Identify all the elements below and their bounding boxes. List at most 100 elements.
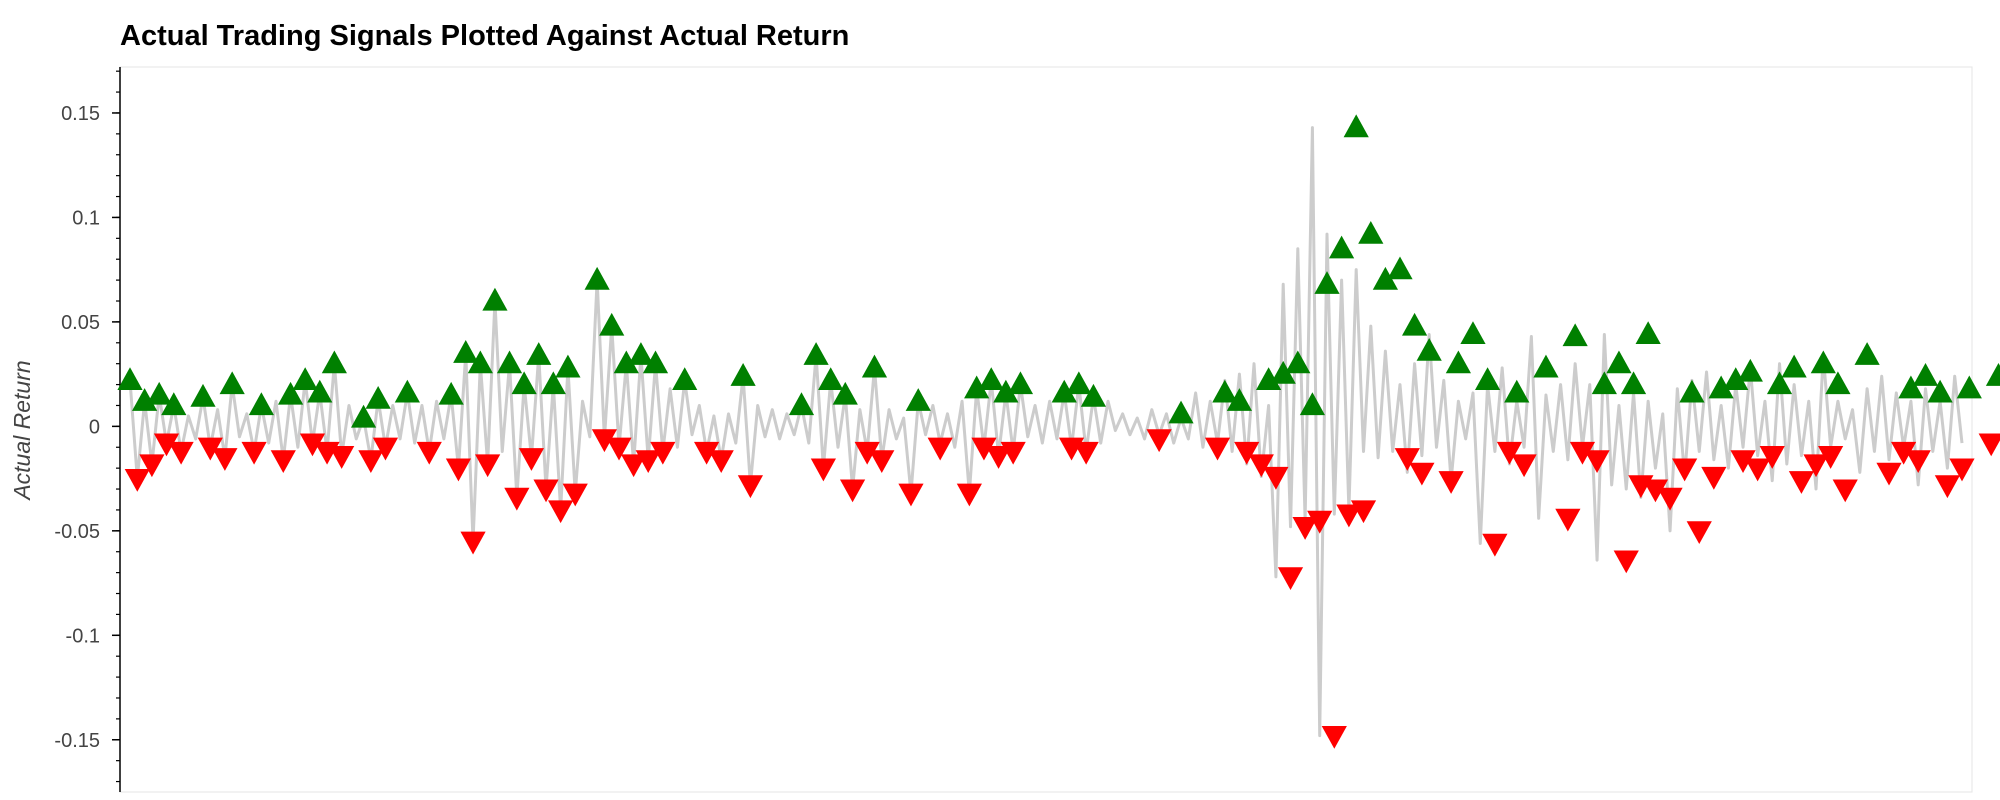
buy-signal-marker bbox=[1606, 350, 1632, 374]
buy-signal-marker bbox=[467, 350, 493, 374]
sell-signal-marker bbox=[650, 441, 676, 465]
sell-signal-marker bbox=[1584, 450, 1610, 473]
buy-signal-marker bbox=[1080, 383, 1107, 407]
sell-signal-marker bbox=[621, 454, 647, 478]
sell-signal-marker bbox=[1248, 454, 1274, 478]
buy-signal-marker bbox=[453, 340, 479, 363]
sell-signal-marker bbox=[1788, 471, 1815, 494]
sell-signal-marker bbox=[1759, 446, 1785, 469]
sell-signal-marker bbox=[1978, 433, 2000, 457]
actual-return-line bbox=[128, 126, 1964, 738]
y-tick-label: -0.05 bbox=[54, 521, 100, 543]
buy-signal-marker bbox=[1066, 371, 1092, 395]
sell-signal-marker bbox=[533, 479, 559, 503]
buy-signal-marker bbox=[1708, 375, 1734, 399]
sell-signal-marker bbox=[708, 450, 734, 473]
buy-signal-marker bbox=[1912, 363, 1939, 386]
buy-signal-marker bbox=[1766, 371, 1793, 395]
sell-signal-marker bbox=[1511, 454, 1537, 478]
buy-signal-marker bbox=[1474, 367, 1501, 391]
buy-signal-marker bbox=[1401, 312, 1428, 336]
sell-signal-marker bbox=[1613, 550, 1639, 574]
sell-signal-marker bbox=[971, 437, 997, 461]
sell-signal-marker bbox=[1073, 441, 1099, 465]
sell-signal-marker bbox=[299, 433, 326, 457]
sell-signal-marker bbox=[358, 450, 384, 473]
buy-signal-marker bbox=[1620, 371, 1647, 395]
y-tick-label: -0.15 bbox=[54, 730, 100, 752]
sell-signal-marker bbox=[1146, 429, 1172, 453]
sell-signal-marker bbox=[737, 475, 763, 499]
buy-signal-marker bbox=[599, 312, 625, 336]
sell-signal-marker bbox=[1394, 448, 1420, 471]
sell-signal-marker bbox=[1730, 450, 1756, 473]
sell-signal-marker bbox=[518, 448, 545, 471]
sell-signal-marker bbox=[1000, 441, 1026, 465]
buy-signal-marker bbox=[1737, 358, 1763, 382]
sell-signal-marker bbox=[1204, 437, 1231, 461]
sell-signal-marker bbox=[1438, 471, 1464, 494]
sell-signal-marker bbox=[548, 500, 574, 524]
buy-signal-marker bbox=[117, 367, 143, 391]
sell-signal-marker bbox=[898, 483, 924, 507]
sell-signal-marker bbox=[445, 458, 472, 482]
buy-signal-marker bbox=[1927, 379, 1953, 403]
sell-signal-marker bbox=[1277, 567, 1304, 590]
buy-signal-marker bbox=[1504, 379, 1530, 403]
buy-signal-marker bbox=[1212, 379, 1238, 403]
sell-signal-marker bbox=[810, 458, 836, 482]
sell-signal-marker bbox=[504, 487, 530, 511]
sell-signal-marker bbox=[1905, 450, 1931, 473]
buy-signal-marker bbox=[1007, 371, 1034, 395]
buy-signal-marker bbox=[1533, 354, 1559, 378]
y-tick-label: 0.15 bbox=[61, 103, 100, 125]
sell-signal-marker bbox=[606, 437, 632, 461]
buy-signal-marker bbox=[964, 375, 990, 399]
buy-signal-marker bbox=[1460, 321, 1486, 345]
buy-signal-marker bbox=[292, 367, 318, 391]
buy-signal-marker bbox=[277, 381, 304, 405]
y-tick-label: 0.05 bbox=[61, 312, 100, 334]
sell-signal-marker bbox=[927, 437, 953, 461]
sell-signal-marker bbox=[869, 450, 895, 473]
buy-signal-marker bbox=[1825, 371, 1851, 395]
sell-signal-marker bbox=[1657, 487, 1683, 511]
buy-signal-marker bbox=[613, 350, 639, 374]
sell-signal-marker bbox=[475, 454, 501, 478]
buy-signal-marker bbox=[190, 383, 216, 407]
y-axis-label: Actual Return bbox=[9, 360, 35, 501]
sell-signal-marker bbox=[1672, 458, 1698, 482]
buy-signal-marker bbox=[628, 342, 654, 365]
sell-signal-marker bbox=[153, 433, 180, 457]
sell-signal-marker bbox=[1409, 462, 1435, 486]
sell-signal-marker bbox=[212, 448, 238, 471]
sell-signal-marker bbox=[1934, 475, 1961, 499]
buy-signal-marker bbox=[1256, 367, 1282, 391]
sell-signal-marker bbox=[416, 441, 442, 465]
buy-signal-marker bbox=[1226, 388, 1253, 411]
buy-signal-marker bbox=[1898, 375, 1924, 399]
buy-signal-marker bbox=[219, 371, 245, 395]
sell-signal-marker bbox=[1949, 458, 1975, 482]
buy-signal-marker bbox=[905, 388, 931, 411]
buy-signal-marker bbox=[1372, 266, 1398, 290]
buy-signal-marker bbox=[584, 266, 610, 290]
buy-signal-marker bbox=[146, 381, 172, 405]
buy-signal-marker bbox=[1810, 350, 1836, 374]
buy-signal-marker bbox=[861, 354, 888, 378]
y-tick-label: -0.1 bbox=[66, 625, 100, 647]
buy-signal-marker bbox=[1635, 321, 1661, 345]
buy-signal-marker bbox=[1956, 375, 1982, 399]
sell-signal-marker bbox=[1891, 441, 1917, 465]
buy-signal-marker bbox=[511, 371, 537, 395]
buy-signal-marker bbox=[730, 363, 756, 386]
buy-signal-marker bbox=[1270, 360, 1296, 384]
buy-signal-marker bbox=[365, 386, 391, 409]
buy-signal-marker bbox=[438, 381, 464, 405]
sell-signal-marker bbox=[839, 479, 866, 503]
buy-signal-marker bbox=[1985, 363, 2000, 386]
sell-signal-marker bbox=[1555, 508, 1581, 532]
buy-signal-marker bbox=[321, 350, 347, 374]
buy-signal-marker bbox=[1285, 350, 1311, 374]
sell-signal-marker bbox=[1336, 504, 1362, 528]
